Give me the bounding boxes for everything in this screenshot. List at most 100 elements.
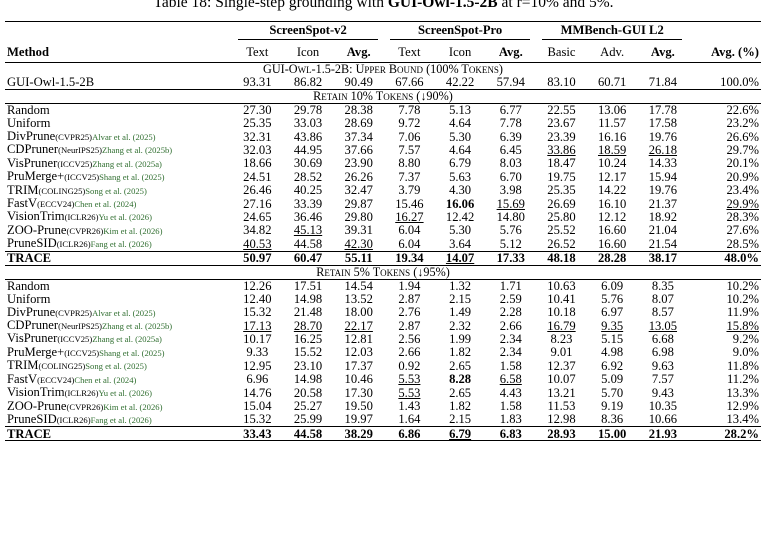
column-header: Adv. — [600, 44, 625, 59]
value-cell: 29.78 — [283, 104, 334, 118]
method-citation-link[interactable]: Zhang et al. (2025b) — [102, 145, 173, 156]
value-text: 10.35 — [648, 399, 678, 413]
method-citation-link[interactable]: Zhang et al. (2025b) — [102, 321, 173, 332]
value-cell: 19.97 — [333, 413, 384, 427]
method-citation-link[interactable]: Yu et al. (2026) — [98, 388, 152, 399]
value-cell: 14.98 — [283, 373, 334, 386]
method-name: DivPrune — [7, 305, 56, 319]
value-text: 15.32 — [243, 412, 272, 427]
value-cell: 9.19 — [587, 400, 638, 413]
value-text: 8.07 — [651, 292, 674, 306]
method-citation-link[interactable]: Fang et al. (2026) — [90, 414, 152, 425]
value-cell: 17.13 — [232, 319, 283, 332]
value-cell: 38.17 — [638, 251, 689, 265]
method-citation-link[interactable]: Song et al. (2025) — [85, 185, 147, 196]
value-cell: 10.63 — [536, 279, 587, 293]
method-name: TRACE — [7, 426, 52, 441]
value-text: 13.52 — [344, 292, 373, 306]
value-cell: 28.52 — [283, 170, 334, 183]
value-cell: 18.59 — [587, 143, 638, 157]
value-cell: 27.16 — [232, 197, 283, 210]
value-text: 1.94 — [398, 279, 421, 293]
column-header: Basic — [547, 44, 576, 59]
method-citation-link[interactable]: Shang et al. (2025) — [99, 172, 165, 183]
value-cell: 28.69 — [333, 117, 384, 130]
value-text: 2.34 — [499, 345, 522, 360]
column-header: Text — [246, 44, 269, 59]
method-cell: VisPruner(ICCV25)Zhang et al. (2025a) — [5, 332, 232, 345]
method-citation-link[interactable]: Zhang et al. (2025a) — [92, 158, 162, 169]
method-name: Uniform — [7, 292, 51, 306]
value-cell: 17.58 — [638, 117, 689, 130]
value-text: 48.0% — [724, 251, 759, 265]
value-text: 6.04 — [398, 223, 421, 238]
value-text: 83.10 — [547, 76, 576, 90]
value-text: 18.47 — [547, 156, 576, 171]
method-cell: PruMerge+(ICCV25)Shang et al. (2025) — [5, 346, 232, 359]
value-cell: 1.49 — [435, 306, 486, 319]
value-text: 10.24 — [597, 156, 627, 171]
value-text: 1.43 — [398, 399, 421, 413]
method-citation-link[interactable]: Song et al. (2025) — [85, 361, 147, 372]
value-text: 19.97 — [344, 412, 373, 427]
value-text: 5.76 — [601, 292, 624, 306]
value-cell: 10.41 — [536, 293, 587, 306]
value-cell: 6.92 — [587, 359, 638, 372]
value-cell: 7.37 — [384, 170, 435, 183]
value-text: 5.30 — [449, 130, 472, 144]
method-citation-link[interactable]: Kim et al. (2026) — [103, 225, 163, 236]
value-text: 6.79 — [449, 156, 472, 171]
value-text: 44.58 — [293, 426, 323, 441]
value-text: 28.28 — [597, 251, 627, 265]
value-cell: 21.54 — [638, 237, 689, 251]
value-cell: 11.9% — [688, 306, 761, 319]
value-cell: 10.2% — [688, 293, 761, 306]
value-cell: 16.60 — [587, 224, 638, 237]
value-text: 5.12 — [499, 237, 522, 251]
method-venue: (NeurIPS25) — [58, 145, 102, 156]
value-text: 30.69 — [293, 156, 323, 171]
method-citation-link[interactable]: Fang et al. (2026) — [90, 239, 152, 250]
value-cell: 13.21 — [536, 386, 587, 399]
value-cell: 18.00 — [333, 306, 384, 319]
method-citation-link[interactable]: Yu et al. (2026) — [98, 212, 152, 223]
method-citation-link[interactable]: Alvar et al. (2025) — [92, 307, 156, 318]
value-text: 6.68 — [651, 332, 674, 346]
value-cell: 28.2% — [688, 427, 761, 441]
method-name: Random — [7, 103, 50, 117]
value-text: 22.55 — [547, 103, 576, 117]
value-cell: 29.7% — [688, 143, 761, 157]
method-citation-link[interactable]: Zhang et al. (2025a) — [92, 334, 162, 345]
value-text: 26.18 — [648, 143, 678, 157]
section-header-row: GUI-Owl-1.5-2B: Upper Bound (100% Tokens… — [5, 63, 761, 77]
method-citation-link[interactable]: Chen et al. (2024) — [74, 199, 137, 210]
value-text: 2.66 — [499, 319, 522, 333]
method-citation-link[interactable]: Shang et al. (2025) — [99, 347, 165, 358]
value-text: 33.03 — [293, 117, 323, 130]
value-cell: 3.64 — [435, 237, 486, 251]
value-text: 93.31 — [243, 76, 272, 90]
value-cell: 12.03 — [333, 346, 384, 359]
method-cell: FastV(ECCV24)Chen et al. (2024) — [5, 197, 232, 210]
value-text: 15.94 — [648, 170, 678, 184]
method-name: ZOO-Prune — [7, 223, 67, 237]
value-text: 20.1% — [726, 156, 759, 171]
value-text: 8.23 — [550, 332, 573, 346]
method-citation-link[interactable]: Chen et al. (2024) — [74, 374, 137, 385]
value-cell: 42.22 — [435, 76, 486, 90]
value-cell: 86.82 — [283, 76, 334, 90]
value-cell: 19.76 — [638, 184, 689, 197]
value-cell: 6.70 — [485, 170, 536, 183]
value-text: 6.58 — [499, 372, 522, 387]
method-cell: CDPruner(NeurIPS25)Zhang et al. (2025b) — [5, 143, 232, 156]
value-text: 5.70 — [601, 386, 624, 400]
method-cell: PruneSID(ICLR26)Fang et al. (2026) — [5, 413, 232, 427]
table-row: TRACE 50.97 60.47 55.11 19.34 14.07 17.33 48.18… — [5, 251, 761, 265]
value-cell: 8.03 — [485, 157, 536, 170]
table-row: Random 12.26 17.51 14.54 1.94 1.32 1.71 10.63 6.… — [5, 279, 761, 293]
method-citation-link[interactable]: Alvar et al. (2025) — [92, 132, 156, 142]
value-cell: 7.57 — [638, 373, 689, 386]
value-text: 23.4% — [726, 183, 759, 198]
value-cell: 4.43 — [485, 386, 536, 399]
method-citation-link[interactable]: Kim et al. (2026) — [103, 401, 163, 412]
